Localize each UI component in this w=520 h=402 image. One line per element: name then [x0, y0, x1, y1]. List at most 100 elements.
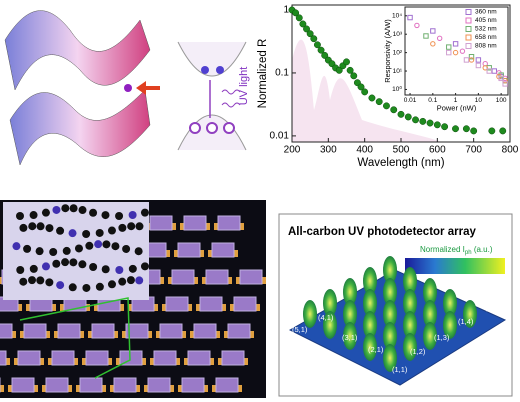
atom	[78, 206, 87, 215]
x-tick-label: 300	[320, 145, 337, 156]
channel	[205, 269, 229, 285]
point	[486, 68, 492, 74]
peak	[343, 322, 357, 350]
x-tick-label: 100	[496, 97, 507, 104]
atom	[12, 242, 21, 251]
x-tick-label: 600	[429, 145, 446, 156]
atom	[45, 278, 54, 287]
point	[317, 46, 325, 54]
channel	[79, 377, 103, 393]
channel	[183, 215, 207, 231]
legend-swatch	[465, 26, 472, 32]
point	[468, 57, 475, 63]
y-tick-label: 10¹	[393, 68, 403, 75]
atom	[140, 262, 149, 271]
legend-swatch	[465, 9, 472, 15]
atom	[61, 204, 70, 213]
atom	[16, 212, 24, 220]
peak	[363, 333, 377, 361]
array-panel: All-carbon UV photodetector array Normal…	[278, 213, 513, 397]
point	[423, 33, 429, 39]
x-tick-label: 500	[393, 145, 410, 156]
peak	[303, 300, 317, 328]
atom	[89, 208, 98, 217]
point	[292, 9, 300, 17]
atom	[45, 224, 54, 233]
atom	[89, 263, 98, 272]
peak	[383, 322, 397, 350]
point	[375, 98, 383, 106]
channel	[45, 377, 69, 393]
point	[463, 57, 470, 63]
pixel-label: (1,4)	[458, 317, 474, 326]
y-tick-label: 0.01	[270, 131, 290, 142]
atom	[56, 281, 65, 290]
x-tick-label: 0.01	[404, 97, 417, 104]
colorbar	[405, 258, 505, 274]
y-tick-label: 10⁴	[392, 13, 402, 20]
absorption-backdrop	[292, 39, 442, 142]
point	[346, 66, 354, 74]
point	[452, 125, 459, 133]
atom	[36, 276, 45, 285]
peak	[363, 267, 377, 295]
atom	[49, 247, 58, 256]
point	[404, 113, 412, 121]
peak	[383, 344, 397, 372]
peak	[343, 278, 357, 306]
y-tick-label: 10⁰	[392, 85, 402, 93]
legend-label: 532 nm	[475, 26, 497, 33]
point	[303, 25, 310, 33]
peak	[323, 311, 337, 339]
atom	[68, 283, 77, 292]
point	[357, 83, 365, 91]
point	[350, 72, 358, 80]
peak	[363, 311, 377, 339]
pixel-label: (1,1)	[392, 365, 408, 374]
atom	[35, 247, 44, 256]
point	[299, 20, 307, 28]
atom	[41, 262, 50, 271]
atom	[126, 276, 135, 285]
point	[295, 14, 303, 22]
pixel-label: (1,2)	[410, 347, 426, 356]
point	[446, 44, 452, 50]
atom	[135, 222, 144, 231]
atom	[115, 265, 124, 274]
legend-label: 658 nm	[475, 34, 497, 41]
atom	[41, 208, 50, 217]
point	[412, 116, 419, 124]
x-tick-label: 1	[454, 97, 458, 104]
peak	[403, 289, 417, 317]
channel	[85, 350, 109, 366]
channel	[217, 215, 241, 231]
atom	[19, 277, 28, 286]
x-tick-label: 10	[475, 97, 483, 104]
channel	[125, 323, 149, 339]
point	[419, 117, 427, 125]
channel	[171, 269, 195, 285]
atom	[101, 211, 110, 220]
point	[361, 88, 369, 96]
y-tick-label: 1	[283, 5, 289, 16]
atom	[68, 229, 77, 238]
legend-label: 405 nm	[475, 17, 497, 24]
atom	[107, 226, 116, 235]
legend-swatch	[465, 43, 472, 49]
atom	[122, 244, 131, 253]
x-tick-label: 200	[284, 145, 301, 156]
peak	[383, 300, 397, 328]
x-tick-label: 700	[465, 145, 482, 156]
colorbar-label: Normalized Iph (a.u.)	[420, 245, 493, 255]
atom	[19, 223, 28, 232]
atom	[118, 277, 127, 286]
point	[397, 110, 405, 118]
point	[430, 28, 436, 34]
channel	[177, 242, 201, 258]
point	[446, 49, 452, 56]
atom	[16, 265, 25, 274]
channel	[181, 377, 205, 393]
x-axis-title: Power (nW)	[437, 104, 477, 113]
atom	[115, 211, 124, 220]
x-tick-label: 400	[356, 145, 373, 156]
